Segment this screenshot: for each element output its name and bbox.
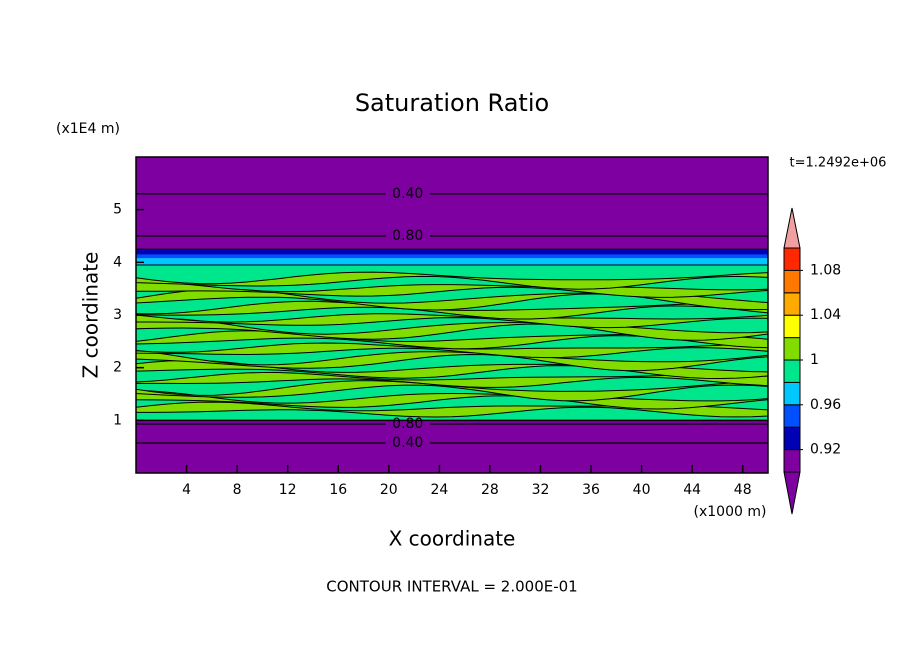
field <box>135 157 769 473</box>
colorbar-over <box>783 207 801 249</box>
y-tick-label: 3 <box>113 307 122 323</box>
contour-label: 0.40 <box>392 186 423 202</box>
contour-label: 0.80 <box>392 228 423 244</box>
colorbar-tick-label: 0.92 <box>810 442 841 458</box>
colorbar-box <box>783 404 801 428</box>
colorbar-box <box>783 359 801 383</box>
colorbar-box <box>783 426 801 451</box>
x-tick-label: 8 <box>233 482 242 498</box>
x-tick-label: 40 <box>633 482 651 498</box>
y-tick-label: 4 <box>113 254 122 270</box>
colorbar-tick-label: 1.08 <box>810 262 841 278</box>
x-tick-label: 32 <box>532 482 550 498</box>
colorbar-box <box>783 314 801 339</box>
x-unit: (x1000 m) <box>694 504 767 520</box>
field-band <box>136 258 768 265</box>
x-tick-label: 24 <box>430 482 448 498</box>
colorbar-box <box>783 247 801 271</box>
y-tick-label: 2 <box>113 360 122 376</box>
chart-title: Saturation Ratio <box>355 89 549 117</box>
x-axis-title: X coordinate <box>389 527 516 551</box>
colorbar-tick-label: 1 <box>810 352 819 368</box>
colorbar-tick-label: 1.04 <box>810 307 841 323</box>
field-band <box>136 249 768 255</box>
contour-label: 0.80 <box>392 416 423 432</box>
y-axis-title: Z coordinate <box>79 252 103 379</box>
x-tick-label: 48 <box>734 482 752 498</box>
colorbar-box <box>783 269 801 294</box>
colorbar-box <box>783 449 801 473</box>
x-tick-label: 44 <box>683 482 701 498</box>
colorbar-box <box>783 292 801 316</box>
x-tick-label: 28 <box>481 482 499 498</box>
y-tick-label: 1 <box>113 412 122 428</box>
colorbar-box <box>783 381 801 406</box>
contour-label: 0.40 <box>392 435 423 451</box>
colorbar-box <box>783 337 801 361</box>
y-tick-label: 5 <box>113 202 122 218</box>
footer: CONTOUR INTERVAL = 2.000E-01 <box>326 578 577 596</box>
colorbar-tick-label: 0.96 <box>810 397 841 413</box>
x-tick-label: 36 <box>582 482 600 498</box>
time-label: t=1.2492e+06 <box>790 156 887 171</box>
x-tick-label: 4 <box>182 482 191 498</box>
x-tick-label: 16 <box>329 482 347 498</box>
field-band <box>136 254 768 259</box>
y-unit: (x1E4 m) <box>56 121 120 137</box>
x-tick-label: 20 <box>380 482 398 498</box>
x-tick-label: 12 <box>279 482 297 498</box>
colorbar-under <box>783 471 801 515</box>
